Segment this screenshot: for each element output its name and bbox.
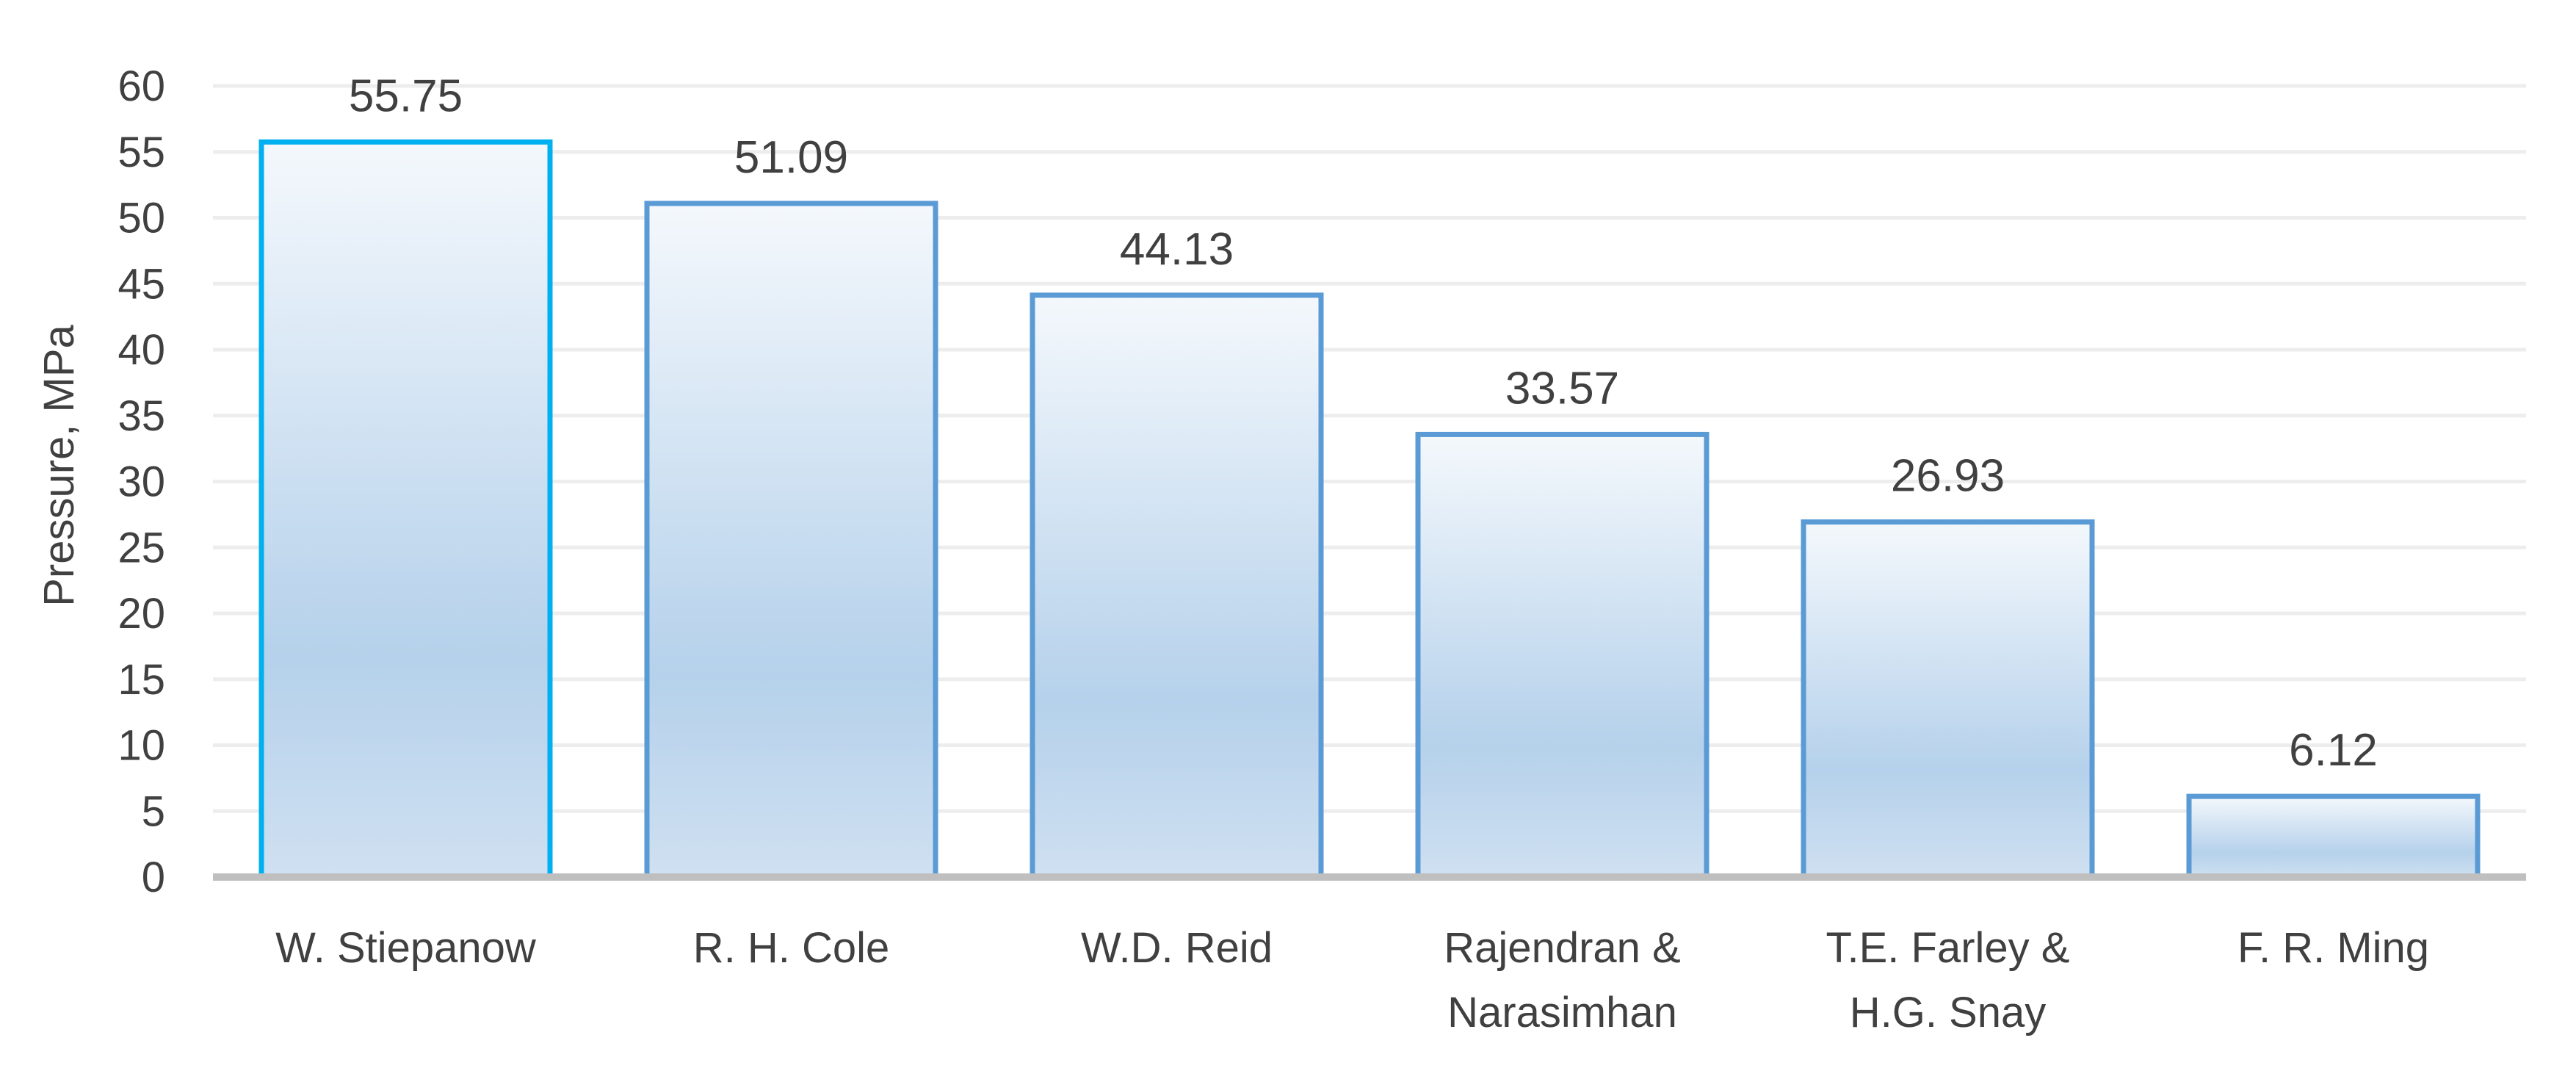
y-tick-label: 50 — [117, 195, 165, 242]
data-label: 44.13 — [1120, 224, 1234, 275]
bar — [1801, 519, 2095, 880]
x-category-label: Rajendran & — [1444, 924, 1680, 972]
bar — [258, 139, 553, 880]
y-tick-label: 20 — [117, 590, 165, 638]
y-tick-label: 55 — [117, 129, 165, 176]
y-tick-label: 45 — [117, 260, 165, 308]
x-category-label: H.G. Snay — [1850, 989, 2047, 1036]
x-category-label: T.E. Farley & — [1826, 924, 2070, 972]
bar — [1415, 431, 1710, 880]
y-tick-label: 40 — [117, 326, 165, 374]
y-axis-title: Pressure, MPa — [35, 324, 83, 606]
y-tick-labels: 0 5 10 15 20 25 30 35 40 45 50 55 60 — [117, 62, 165, 901]
bar — [2186, 793, 2481, 880]
data-labels: 55.75 51.09 44.13 33.57 26.93 6.12 — [349, 71, 2378, 776]
data-label: 6.12 — [2289, 725, 2378, 776]
y-tick-label: 30 — [117, 458, 165, 506]
x-category-label: F. R. Ming — [2237, 924, 2429, 972]
bar — [644, 201, 938, 880]
x-category-labels: W. Stiepanow R. H. Cole W.D. Reid Rajendran… — [275, 924, 2429, 1036]
x-category-label: W.D. Reid — [1081, 924, 1273, 972]
y-tick-label: 15 — [117, 656, 165, 704]
x-category-label: R. H. Cole — [693, 924, 890, 972]
y-tick-label: 60 — [117, 62, 165, 110]
x-category-label: W. Stiepanow — [275, 924, 537, 972]
gridlines — [213, 84, 2526, 813]
bars — [258, 139, 2481, 880]
y-tick-label: 0 — [142, 854, 165, 901]
data-label: 51.09 — [734, 132, 848, 183]
y-tick-label: 35 — [117, 392, 165, 440]
y-tick-label: 5 — [142, 787, 165, 835]
data-label: 33.57 — [1505, 363, 1619, 414]
data-label: 55.75 — [349, 71, 463, 121]
bar — [1030, 292, 1324, 880]
x-category-label: Narasimhan — [1447, 989, 1677, 1036]
y-tick-label: 25 — [117, 524, 165, 571]
data-label: 26.93 — [1891, 451, 2005, 502]
y-tick-label: 10 — [117, 722, 165, 770]
